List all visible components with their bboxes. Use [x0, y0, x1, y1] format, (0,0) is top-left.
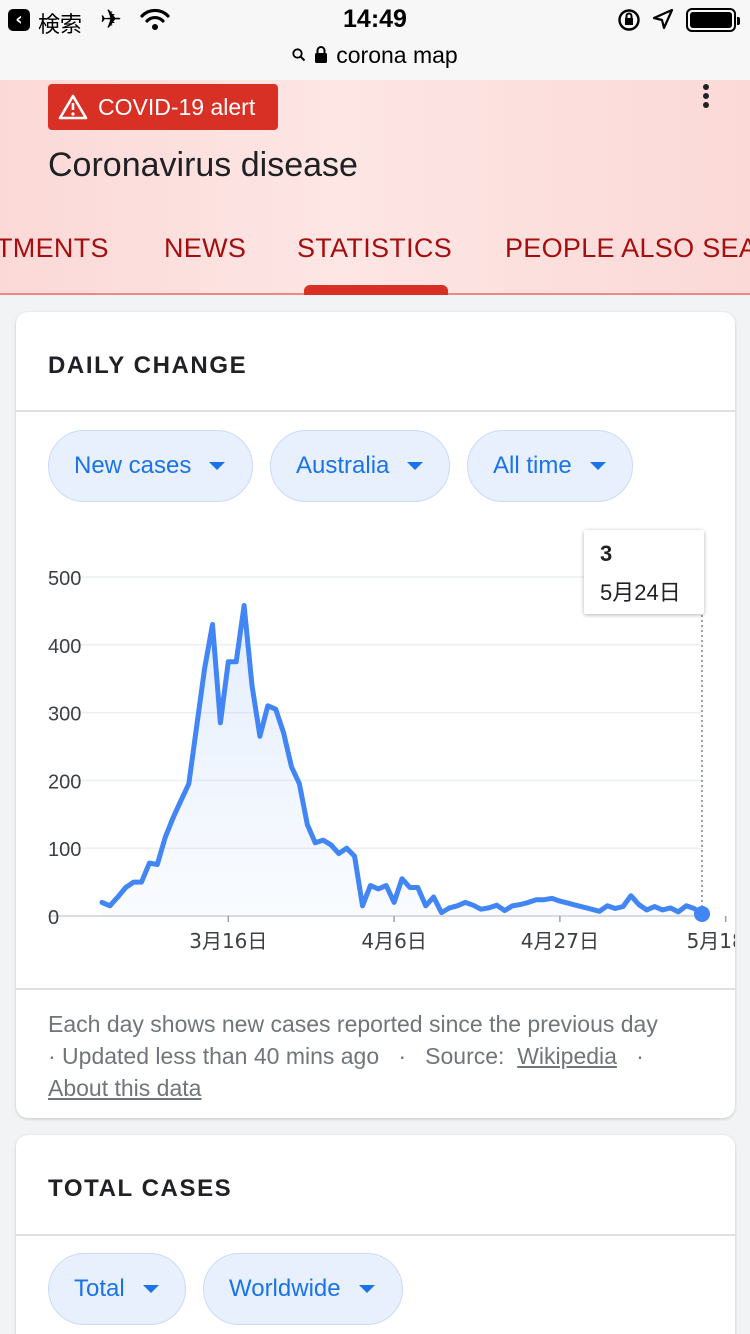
- chevron-down-icon: [142, 1285, 159, 1293]
- chart-footnote: Each day shows new cases reported since …: [48, 1008, 708, 1104]
- covid-alert-chip[interactable]: COVID-19 alert: [48, 84, 278, 130]
- separator: ·: [398, 1043, 406, 1069]
- y-tick-label: 0: [48, 907, 59, 929]
- updated-text: · Updated less than 40 mins ago: [48, 1043, 380, 1069]
- battery-icon: [686, 8, 740, 32]
- tooltip-value: 3: [600, 541, 613, 566]
- total-type-dropdown-label: Total: [74, 1275, 125, 1302]
- total-region-dropdown-label: Worldwide: [229, 1275, 341, 1302]
- daily-change-card: DAILY CHANGE New cases Australia All tim…: [16, 312, 735, 1118]
- time-range-dropdown[interactable]: All time: [467, 430, 633, 502]
- total-type-dropdown[interactable]: Total: [48, 1253, 186, 1325]
- warning-icon: [58, 94, 88, 120]
- x-tick-label: 5月18日: [687, 929, 735, 953]
- rotation-lock-icon: [618, 9, 640, 31]
- lock-icon: [315, 46, 328, 63]
- tab-bar: TMENTS NEWS STATISTICS PEOPLE ALSO SEA: [0, 230, 750, 295]
- wifi-icon: [140, 8, 170, 30]
- search-icon: [292, 48, 306, 62]
- tab-people-also-search[interactable]: PEOPLE ALSO SEA: [505, 233, 750, 263]
- metric-dropdown[interactable]: New cases: [48, 430, 253, 502]
- url-text: corona map: [336, 41, 458, 68]
- status-bar: ‹ 検索 ✈ 14:49 corona map: [0, 0, 750, 80]
- y-tick-label: 400: [48, 636, 81, 658]
- x-tick-label: 3月16日: [189, 929, 267, 953]
- series-line: [99, 603, 705, 917]
- region-dropdown[interactable]: Australia: [270, 430, 450, 502]
- tab-statistics[interactable]: STATISTICS: [297, 233, 453, 263]
- daily-cases-chart[interactable]: 0 100 200 300 400 500 3月16日 4月6日 4月27日 5月18日: [16, 527, 735, 977]
- y-tick-label: 100: [48, 839, 81, 861]
- tab-news[interactable]: NEWS: [164, 233, 247, 263]
- chevron-down-icon: [358, 1285, 375, 1293]
- chevron-down-icon: [589, 462, 606, 470]
- chevron-down-icon: [407, 462, 424, 470]
- about-data-link[interactable]: About this data: [48, 1075, 202, 1101]
- divider: [16, 1234, 735, 1236]
- source-label: Source:: [425, 1043, 505, 1069]
- back-app-label[interactable]: 検索: [38, 13, 83, 38]
- selected-point: [694, 905, 710, 922]
- page-title: Coronavirus disease: [48, 146, 358, 184]
- total-cases-card: TOTAL CASES Total Worldwide: [16, 1135, 735, 1334]
- card-title: TOTAL CASES: [48, 1175, 233, 1202]
- separator: ·: [636, 1043, 644, 1069]
- more-options-icon[interactable]: [694, 84, 718, 116]
- source-link[interactable]: Wikipedia: [517, 1043, 617, 1069]
- chart-tooltip: 3 5月24日: [584, 530, 704, 614]
- airplane-icon: ✈: [100, 5, 122, 35]
- time-range-dropdown-label: All time: [493, 452, 572, 479]
- y-tick-label: 300: [48, 704, 81, 726]
- series-area: [102, 605, 702, 916]
- region-dropdown-label: Australia: [296, 452, 390, 479]
- active-tab-indicator: [304, 285, 448, 295]
- covid-header: COVID-19 alert Coronavirus disease TMENT…: [0, 80, 750, 295]
- y-tick-label: 500: [48, 568, 81, 590]
- x-tick-label: 4月6日: [361, 929, 426, 953]
- y-tick-label: 200: [48, 771, 81, 793]
- tooltip-date: 5月24日: [600, 580, 681, 605]
- x-tick-label: 4月27日: [521, 929, 599, 953]
- chevron-down-icon: [209, 462, 226, 470]
- alert-label: COVID-19 alert: [98, 93, 256, 120]
- back-to-app-icon[interactable]: ‹: [8, 9, 30, 31]
- total-region-dropdown[interactable]: Worldwide: [203, 1253, 403, 1325]
- clock: 14:49: [343, 5, 407, 33]
- address-bar[interactable]: corona map: [0, 40, 750, 70]
- metric-dropdown-label: New cases: [74, 452, 192, 479]
- footnote-text: Each day shows new cases reported since …: [48, 1011, 658, 1037]
- divider: [16, 410, 735, 412]
- tab-treatments[interactable]: TMENTS: [0, 233, 109, 263]
- location-icon: [652, 8, 674, 30]
- card-title: DAILY CHANGE: [48, 352, 248, 379]
- divider: [16, 988, 735, 990]
